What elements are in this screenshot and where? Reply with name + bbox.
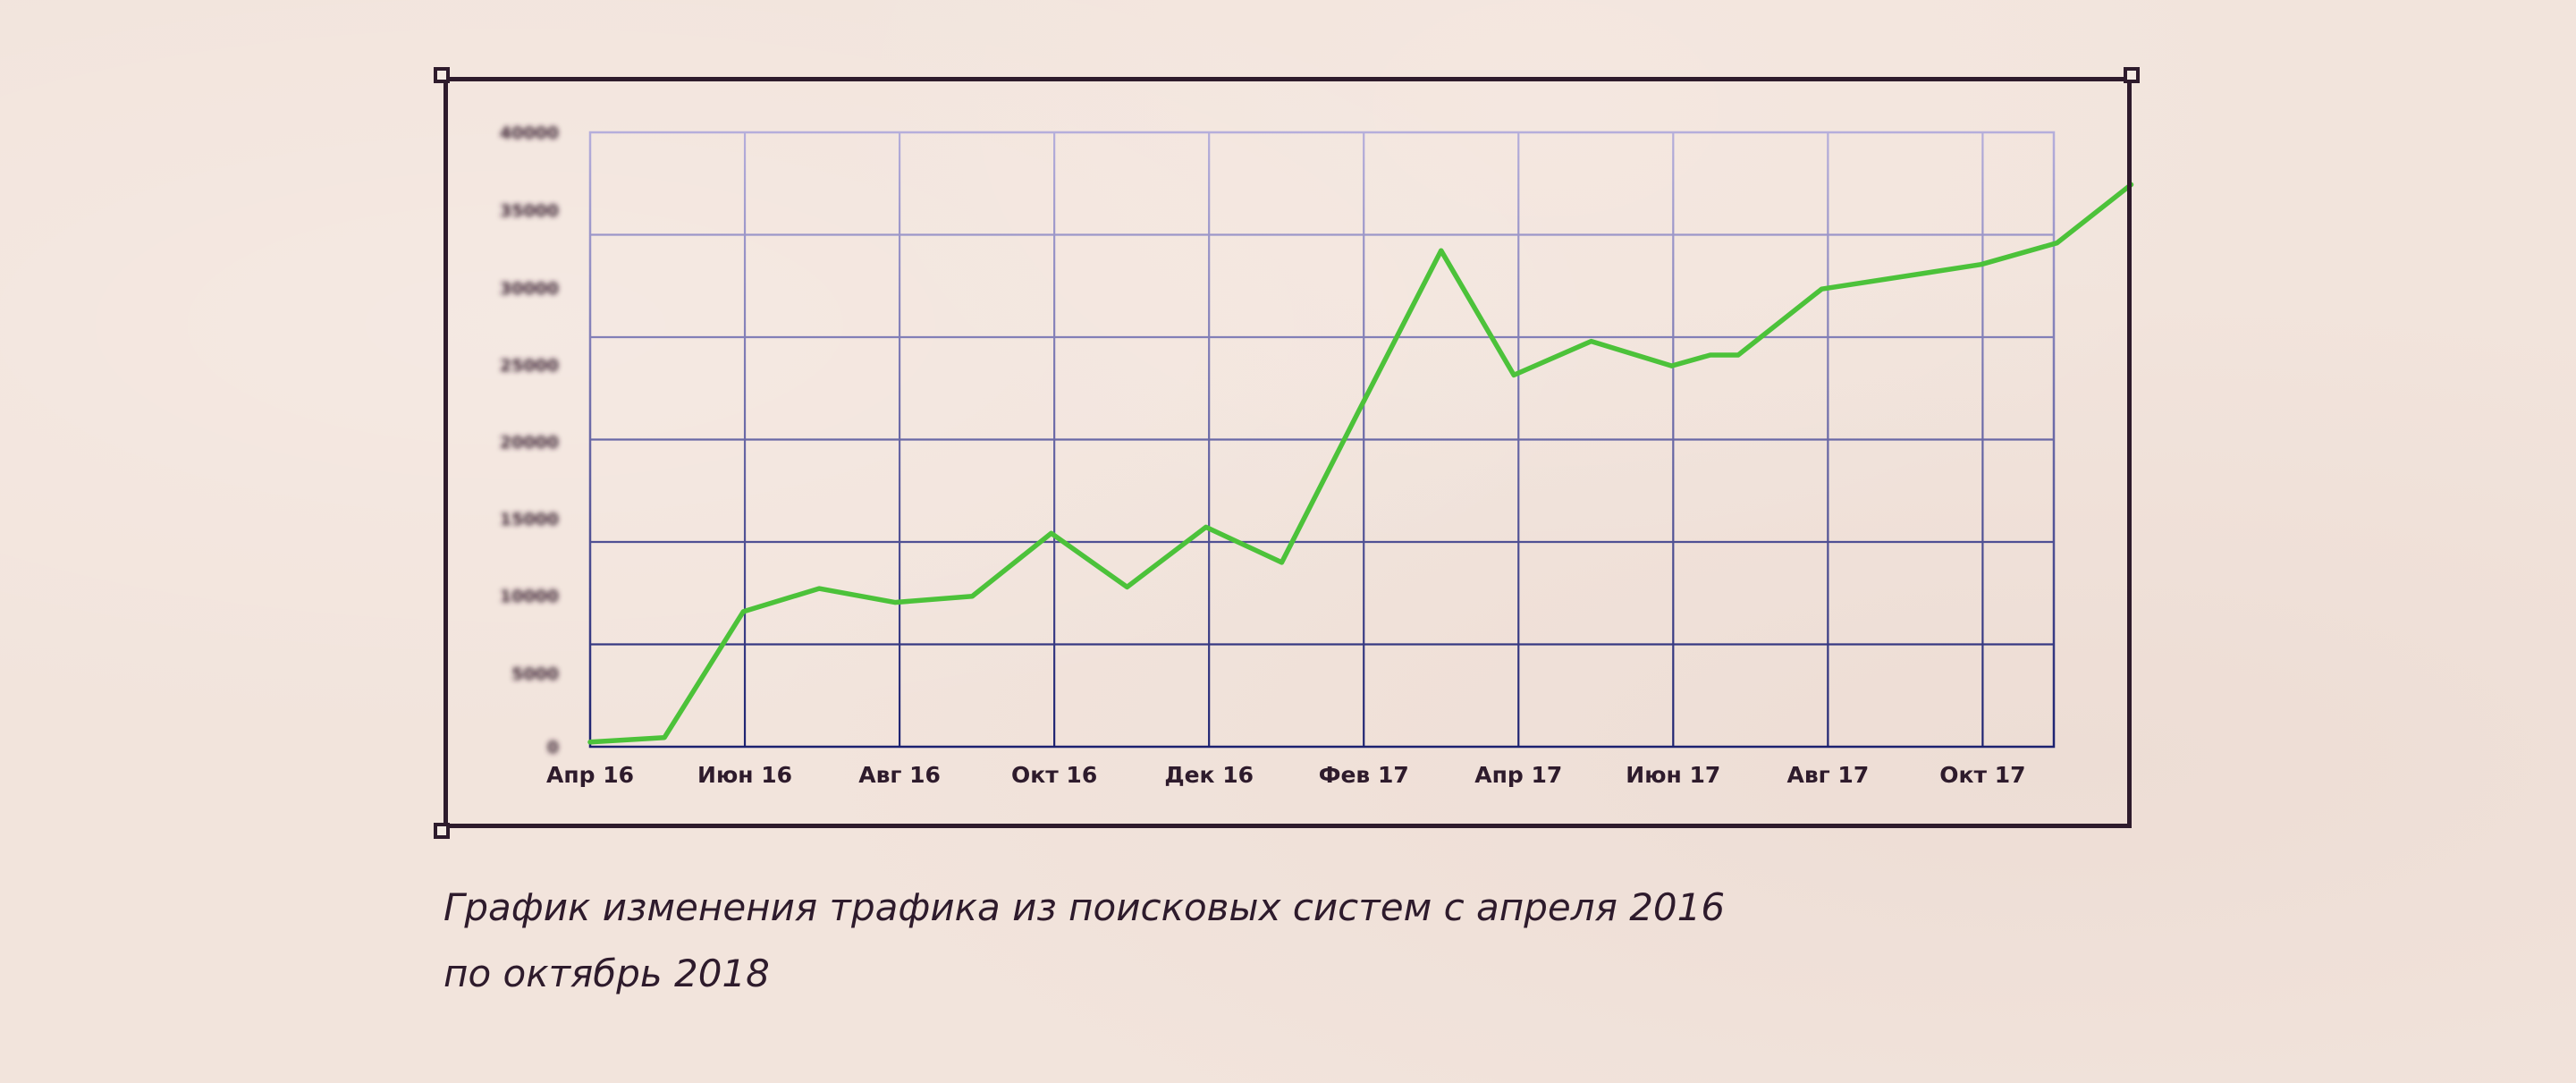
- y-tick-label: 25000: [500, 356, 559, 376]
- y-axis-tick-labels: 0 5000 10000 15000 20000 25000 30000 35000 40000: [500, 123, 559, 757]
- horizontal-gridlines: [590, 233, 2054, 646]
- x-tick-label: Апр 17: [1474, 762, 1562, 788]
- x-tick-label: Июн 17: [1626, 762, 1720, 788]
- y-tick-label: 10000: [500, 587, 559, 606]
- resize-handle-top-right[interactable]: [2124, 67, 2140, 83]
- x-tick-label: Апр 16: [546, 762, 634, 788]
- y-tick-label: 35000: [500, 201, 559, 221]
- y-tick-label: 5000: [511, 664, 559, 684]
- caption-line-2: по октябрь 2018: [443, 952, 770, 995]
- chart-frame: [443, 77, 2132, 828]
- plot-area-border: [588, 131, 2056, 749]
- x-axis-tick-labels: Апр 16 Июн 16 Авг 16 Окт 16 Дек 16 Фев 17 Апр …: [546, 762, 2026, 788]
- x-tick-label: Авг 17: [1786, 762, 1869, 788]
- y-tick-label: 30000: [500, 279, 559, 299]
- traffic-series-line: [587, 182, 2134, 745]
- chart-caption: График изменения трафика из поисковых си…: [443, 875, 1964, 1007]
- x-tick-label: Дек 16: [1164, 762, 1254, 788]
- resize-handle-bottom-left[interactable]: [434, 823, 450, 839]
- caption-line-1: График изменения трафика из поисковых си…: [443, 885, 1726, 929]
- x-tick-label: Авг 16: [858, 762, 941, 788]
- x-tick-label: Окт 17: [1939, 762, 2025, 788]
- y-tick-label: 0: [547, 738, 559, 757]
- y-tick-label: 40000: [500, 123, 559, 143]
- y-tick-label: 20000: [500, 433, 559, 453]
- y-tick-label: 15000: [500, 510, 559, 529]
- x-tick-label: Фев 17: [1319, 762, 1409, 788]
- resize-handle-top-left[interactable]: [434, 67, 450, 83]
- x-tick-label: Июн 16: [697, 762, 792, 788]
- x-tick-label: Окт 16: [1011, 762, 1097, 788]
